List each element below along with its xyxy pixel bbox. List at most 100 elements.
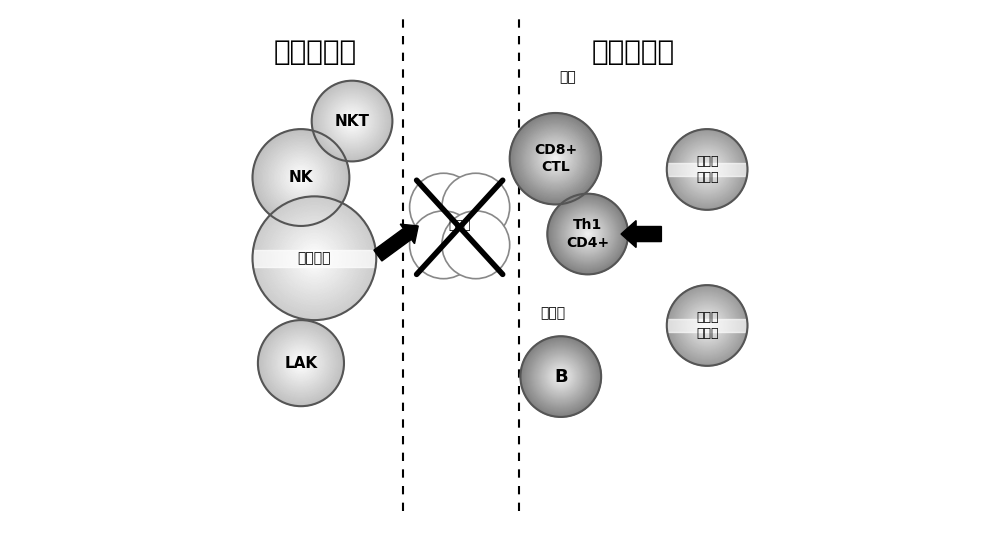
Circle shape (690, 152, 724, 187)
Circle shape (286, 163, 315, 192)
Circle shape (703, 165, 711, 173)
Circle shape (675, 137, 739, 202)
Circle shape (274, 336, 328, 390)
Circle shape (253, 196, 376, 320)
Circle shape (681, 299, 733, 352)
Circle shape (511, 114, 600, 203)
Circle shape (547, 363, 575, 391)
Circle shape (696, 158, 718, 181)
Circle shape (279, 223, 350, 294)
Circle shape (530, 133, 581, 184)
Circle shape (268, 145, 334, 210)
Circle shape (307, 251, 322, 266)
Circle shape (674, 292, 740, 359)
Circle shape (553, 157, 558, 161)
Circle shape (544, 359, 578, 394)
Circle shape (560, 207, 615, 261)
Circle shape (523, 339, 598, 414)
Circle shape (541, 356, 581, 397)
Circle shape (669, 131, 745, 208)
Circle shape (542, 145, 569, 173)
Circle shape (696, 314, 718, 337)
Circle shape (525, 341, 596, 412)
Circle shape (573, 219, 603, 249)
Circle shape (268, 212, 361, 305)
Circle shape (322, 91, 382, 151)
Circle shape (289, 351, 313, 375)
Circle shape (313, 82, 391, 160)
Circle shape (280, 343, 321, 384)
Circle shape (341, 110, 363, 132)
Circle shape (701, 320, 713, 331)
Circle shape (323, 92, 381, 150)
Circle shape (256, 133, 346, 222)
Circle shape (522, 125, 589, 192)
Circle shape (539, 355, 583, 399)
Circle shape (342, 111, 362, 131)
Circle shape (557, 372, 565, 381)
Circle shape (296, 358, 306, 369)
Circle shape (550, 197, 625, 271)
Circle shape (293, 356, 308, 371)
Circle shape (550, 365, 572, 388)
Circle shape (687, 149, 727, 190)
Circle shape (532, 348, 590, 406)
Circle shape (297, 174, 305, 181)
Circle shape (343, 112, 361, 130)
Circle shape (572, 218, 604, 250)
Circle shape (290, 167, 312, 188)
Circle shape (541, 144, 570, 174)
Circle shape (531, 134, 579, 183)
Circle shape (312, 81, 392, 161)
Circle shape (674, 136, 740, 203)
Circle shape (706, 324, 708, 327)
Circle shape (533, 349, 589, 405)
Circle shape (292, 169, 309, 186)
Circle shape (526, 342, 595, 411)
Text: 体液的: 体液的 (540, 307, 565, 321)
Circle shape (539, 143, 571, 175)
Circle shape (330, 99, 374, 143)
Circle shape (269, 146, 332, 209)
Circle shape (270, 214, 359, 303)
Circle shape (320, 89, 384, 153)
Circle shape (340, 109, 364, 133)
Circle shape (299, 175, 303, 180)
Circle shape (284, 160, 318, 195)
Circle shape (681, 143, 733, 196)
Circle shape (297, 241, 331, 275)
Circle shape (679, 141, 735, 197)
Circle shape (688, 306, 726, 345)
Circle shape (522, 338, 599, 415)
Circle shape (318, 87, 386, 155)
Circle shape (267, 144, 335, 211)
Circle shape (310, 253, 319, 263)
Circle shape (410, 211, 477, 279)
Circle shape (296, 173, 306, 182)
Circle shape (570, 216, 606, 252)
Circle shape (296, 240, 333, 277)
Circle shape (671, 289, 743, 362)
Circle shape (332, 101, 372, 141)
Circle shape (526, 129, 585, 188)
Circle shape (563, 210, 612, 258)
Circle shape (684, 146, 730, 193)
Circle shape (259, 135, 343, 220)
Circle shape (546, 150, 565, 168)
Circle shape (270, 332, 332, 394)
Circle shape (693, 312, 721, 339)
Circle shape (295, 172, 307, 183)
Circle shape (291, 168, 311, 187)
Circle shape (285, 162, 317, 193)
Circle shape (704, 166, 710, 173)
Circle shape (686, 148, 728, 190)
Circle shape (695, 313, 719, 338)
Circle shape (695, 157, 719, 182)
Circle shape (535, 138, 576, 179)
Circle shape (706, 168, 708, 171)
Circle shape (290, 352, 312, 374)
Circle shape (337, 106, 367, 136)
Circle shape (258, 320, 344, 406)
Circle shape (697, 315, 717, 336)
Circle shape (300, 244, 328, 272)
